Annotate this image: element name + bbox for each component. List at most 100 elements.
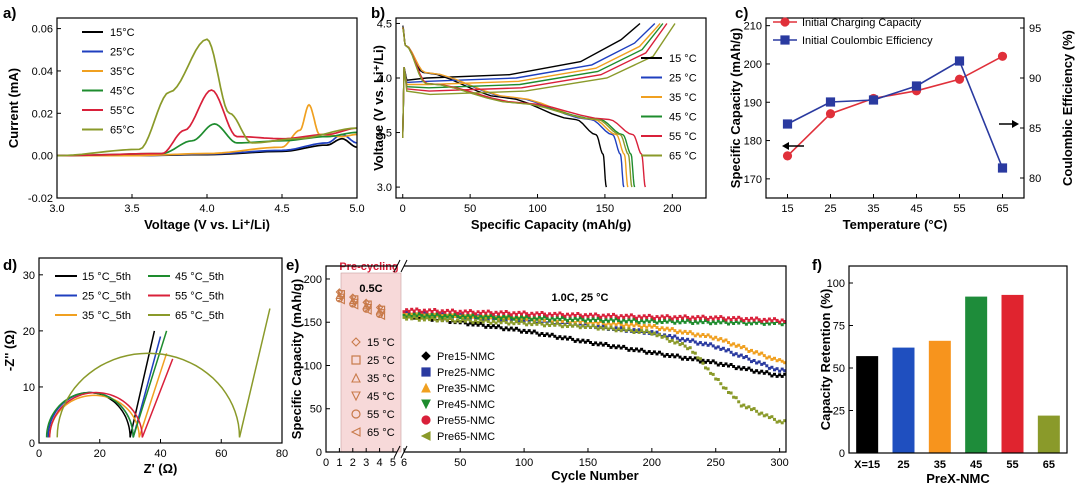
e-data-point	[499, 319, 503, 322]
e-data-point	[691, 338, 695, 342]
e-data-point	[550, 313, 554, 317]
e-data-point	[665, 337, 669, 341]
e-data-point	[410, 315, 414, 318]
e-data-point	[617, 327, 621, 331]
e-data-point	[765, 356, 769, 360]
e-data-point	[594, 325, 598, 329]
e-data-point	[512, 317, 516, 321]
e-data-point	[737, 400, 741, 404]
e-data-point	[520, 330, 523, 334]
e-data-point	[773, 372, 776, 376]
c-right-arrowhead	[1012, 120, 1019, 128]
y2-tick-label: 80	[1029, 173, 1041, 185]
e-data-point	[571, 324, 575, 328]
e-data-point	[581, 315, 585, 319]
a-x-axis-label: Voltage (V vs. Li⁺/Li)	[144, 217, 270, 232]
e-data-point	[612, 327, 615, 331]
e-data-point	[494, 317, 498, 321]
e-data-point	[438, 317, 442, 321]
e-data-point	[543, 318, 546, 322]
e-precycle-marker	[350, 298, 359, 307]
e-data-point	[415, 307, 419, 311]
e-data-point	[479, 318, 483, 322]
c-marker	[825, 109, 836, 119]
e-data-point	[479, 321, 483, 325]
a-legend-label: 25°C	[110, 47, 135, 59]
e-data-point	[617, 316, 621, 320]
c-marker	[954, 74, 965, 84]
e-data-point	[619, 326, 623, 330]
c-marker	[868, 95, 879, 105]
e-data-point	[428, 318, 432, 322]
e-data-point	[448, 315, 452, 319]
e-data-point	[586, 314, 590, 318]
e-data-point	[474, 315, 477, 319]
e-data-point	[773, 417, 776, 421]
e-data-point	[532, 313, 536, 317]
e-data-point	[548, 324, 552, 327]
e-data-point	[721, 339, 725, 343]
e-data-point	[683, 329, 687, 333]
e-data-point	[637, 321, 641, 325]
e-data-point	[698, 357, 702, 361]
e-data-point	[491, 317, 495, 321]
e-data-point	[471, 313, 475, 317]
e-data-point	[655, 330, 659, 334]
f-y-tick-label: 100	[827, 278, 845, 290]
e-data-point	[509, 318, 513, 322]
e-data-point	[568, 317, 572, 321]
e-data-point	[522, 328, 526, 332]
a-y-tick-label: -0.02	[28, 193, 53, 205]
e-data-point	[663, 316, 667, 320]
e-legend-label: Pre25-NMC	[437, 367, 495, 379]
e-data-point	[775, 318, 779, 322]
e-data-point	[696, 358, 700, 362]
e-data-point	[632, 328, 636, 332]
e-precycle-legend-marker	[351, 372, 361, 383]
e-precycle-marker	[350, 301, 359, 310]
e-data-point	[527, 329, 531, 333]
e-data-point	[543, 324, 546, 328]
e-data-point	[652, 317, 656, 321]
e-data-point	[481, 320, 485, 324]
e-data-point	[642, 320, 646, 324]
e-data-point	[752, 407, 756, 411]
e-data-point	[665, 326, 669, 330]
e-precycle-legend-marker	[351, 409, 361, 419]
d-x-tick-label: 40	[154, 448, 166, 460]
e-data-point	[484, 316, 488, 320]
e-x-tick-label: 50	[454, 457, 466, 469]
e-data-point	[527, 316, 531, 320]
e-data-point	[624, 346, 628, 350]
e-data-point	[765, 319, 769, 323]
e-precycle-legend-marker	[351, 391, 361, 402]
e-data-point	[709, 315, 713, 319]
e-data-point	[445, 318, 449, 322]
e-data-point	[435, 309, 439, 313]
f-y-axis-label: Capacity Retention (%)	[818, 289, 833, 431]
e-data-point	[486, 316, 490, 319]
e-series-6	[402, 315, 787, 425]
e-data-point	[727, 316, 730, 320]
e-data-point	[494, 326, 498, 330]
e-data-point	[711, 359, 715, 363]
e-data-point	[622, 344, 626, 348]
e-data-point	[520, 312, 523, 316]
e-data-point	[491, 319, 495, 323]
d-x-axis-label: Z' (Ω)	[144, 461, 178, 476]
e-data-point	[525, 314, 529, 318]
e-data-point	[775, 374, 779, 378]
e-data-point	[463, 319, 467, 323]
panel-b-label: b)	[371, 5, 385, 22]
e-data-point	[716, 319, 720, 323]
e-data-point	[645, 325, 649, 329]
e-data-point	[612, 344, 615, 348]
e-data-point	[752, 351, 756, 355]
e-data-point	[543, 312, 546, 316]
e-legend-label: Pre45-NMC	[437, 399, 495, 411]
e-data-point	[727, 364, 730, 368]
e-data-point	[732, 365, 736, 368]
c-plot-frame	[765, 17, 1025, 199]
e-data-point	[637, 349, 641, 353]
e-data-point	[589, 325, 592, 329]
